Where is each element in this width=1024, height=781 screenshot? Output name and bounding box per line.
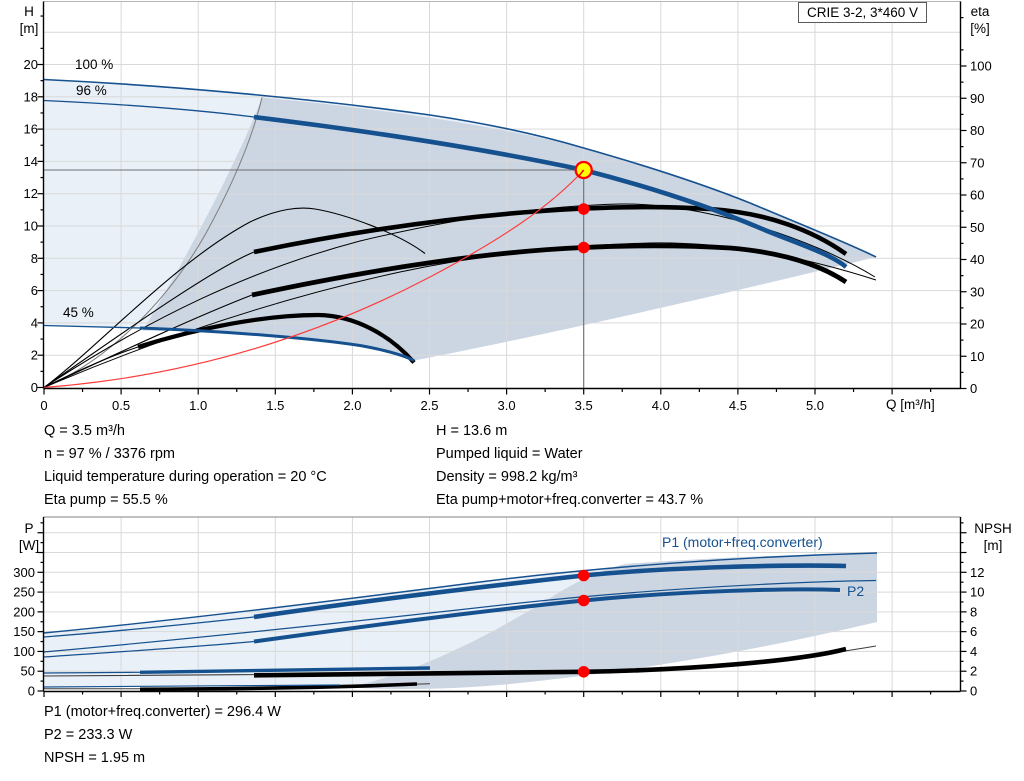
eta-tick-label: 30: [970, 284, 984, 299]
npsh-tick-label: 0: [970, 684, 977, 699]
p-axis-title: P [W]: [10, 520, 48, 554]
result-line: P1 (motor+freq.converter) = 296.4 W: [44, 701, 281, 724]
p1-operating-dot: [578, 570, 590, 582]
h-axis-title-symbol: H: [12, 3, 46, 20]
result-line: H = 13.6 m: [436, 420, 703, 443]
results-top-left: Q = 3.5 m³/hn = 97 % / 3376 rpmLiquid te…: [44, 420, 327, 512]
h-tick-label: 20: [24, 57, 38, 72]
p-tick-label: 100: [13, 644, 35, 659]
npsh-axis-title-unit: [m]: [964, 537, 1022, 554]
x-tick-label: 3.0: [498, 398, 516, 413]
speed-96pct-label: 96 %: [76, 83, 107, 98]
result-line: Liquid temperature during operation = 20…: [44, 466, 327, 489]
p-tick-label: 300: [13, 565, 35, 580]
pump-curves-plot: 0 0.5 1.0 1.5 2.0 2.5 3.0 3.5 4.0 4.5 5.0 0 2 4 6 8 10 12…: [0, 0, 1024, 781]
p-axis-title-unit: [W]: [10, 537, 48, 554]
pump-curve-report: 0 0.5 1.0 1.5 2.0 2.5 3.0 3.5 4.0 4.5 5.0 0 2 4 6 8 10 12…: [0, 0, 1024, 781]
h-axis-title: H [m]: [12, 3, 46, 37]
npsh-tick-label: 12: [970, 565, 984, 580]
npsh-tick-label: 2: [970, 664, 977, 679]
p-tick-label: 200: [13, 604, 35, 619]
results-top-right: H = 13.6 mPumped liquid = WaterDensity =…: [436, 420, 703, 512]
eta-total-operating-dot: [578, 242, 590, 254]
h-tick-label: 14: [24, 154, 38, 169]
npsh-axis-title-symbol: NPSH: [964, 520, 1022, 537]
p2-curve-label: P2: [847, 583, 864, 599]
result-line: Eta pump = 55.5 %: [44, 489, 327, 512]
x-tick-label: 4.0: [652, 398, 670, 413]
result-line: Q = 3.5 m³/h: [44, 420, 327, 443]
h-tick-label: 0: [31, 380, 38, 395]
result-line: Pumped liquid = Water: [436, 443, 703, 466]
p-tick-label: 150: [13, 624, 35, 639]
eta-tick-label: 60: [970, 188, 984, 203]
speed-100pct-label: 100 %: [75, 57, 113, 72]
p-tick-label: 250: [13, 585, 35, 600]
result-line: P2 = 233.3 W: [44, 724, 281, 747]
h-tick-label: 12: [24, 186, 38, 201]
x-tick-label: 4.5: [729, 398, 747, 413]
result-line: Density = 998.2 kg/m³: [436, 466, 703, 489]
npsh-tick-label: 8: [970, 604, 977, 619]
h-tick-label: 4: [31, 315, 38, 330]
result-line: Eta pump+motor+freq.converter = 43.7 %: [436, 489, 703, 512]
eta-tick-label: 90: [970, 91, 984, 106]
x-tick-label: 0: [40, 398, 47, 413]
p-axis-title-symbol: P: [10, 520, 48, 537]
eta-pump-operating-dot: [578, 203, 590, 215]
p1-curve-label: P1 (motor+freq.converter): [662, 534, 823, 550]
npsh-tick-label: 10: [970, 585, 984, 600]
result-line: NPSH = 1.95 m: [44, 747, 281, 770]
h-tick-label: 18: [24, 89, 38, 104]
eta-axis-title-symbol: eta: [961, 3, 999, 20]
speed-45pct-label: 45 %: [63, 305, 94, 320]
top-chart: [44, 2, 961, 389]
eta-tick-label: 10: [970, 349, 984, 364]
x-tick-label: 2.0: [343, 398, 361, 413]
p1-curve-45pct-thin-lead: [44, 672, 141, 673]
h-tick-label: 10: [24, 219, 38, 234]
eta-tick-label: 0: [970, 381, 977, 396]
x-tick-label: 3.5: [575, 398, 593, 413]
eta-axis-title-unit: [%]: [961, 20, 999, 37]
npsh-tick-label: 6: [970, 624, 977, 639]
x-tick-label: 5.0: [806, 398, 824, 413]
results-bottom: P1 (motor+freq.converter) = 296.4 WP2 = …: [44, 701, 281, 770]
npsh-operating-dot: [578, 666, 590, 678]
eta-tick-label: 80: [970, 123, 984, 138]
eta-tick-label: 50: [970, 220, 984, 235]
x-tick-label: 2.5: [420, 398, 438, 413]
result-line: n = 97 % / 3376 rpm: [44, 443, 327, 466]
p2-operating-dot: [578, 595, 590, 607]
h-tick-label: 6: [31, 283, 38, 298]
p-tick-label: 0: [28, 684, 35, 699]
bottom-chart: [44, 517, 961, 692]
h-axis-title-unit: [m]: [12, 20, 46, 37]
p-tick-label: 50: [21, 664, 35, 679]
h-tick-label: 16: [24, 122, 38, 137]
h-tick-label: 2: [31, 348, 38, 363]
eta-tick-label: 100: [970, 59, 992, 74]
q-axis-label: Q [m³/h]: [886, 397, 935, 412]
eta-tick-label: 70: [970, 155, 984, 170]
x-tick-label: 0.5: [112, 398, 130, 413]
pump-title-box: CRIE 3-2, 3*460 V: [798, 2, 927, 23]
eta-tick-label: 20: [970, 317, 984, 332]
npsh-axis-title: NPSH [m]: [964, 520, 1022, 554]
eta-axis-title: eta [%]: [961, 3, 999, 37]
npsh-tick-label: 4: [970, 644, 977, 659]
x-tick-label: 1.0: [189, 398, 207, 413]
x-tick-label: 1.5: [266, 398, 284, 413]
h-tick-label: 8: [31, 251, 38, 266]
eta-tick-label: 40: [970, 252, 984, 267]
